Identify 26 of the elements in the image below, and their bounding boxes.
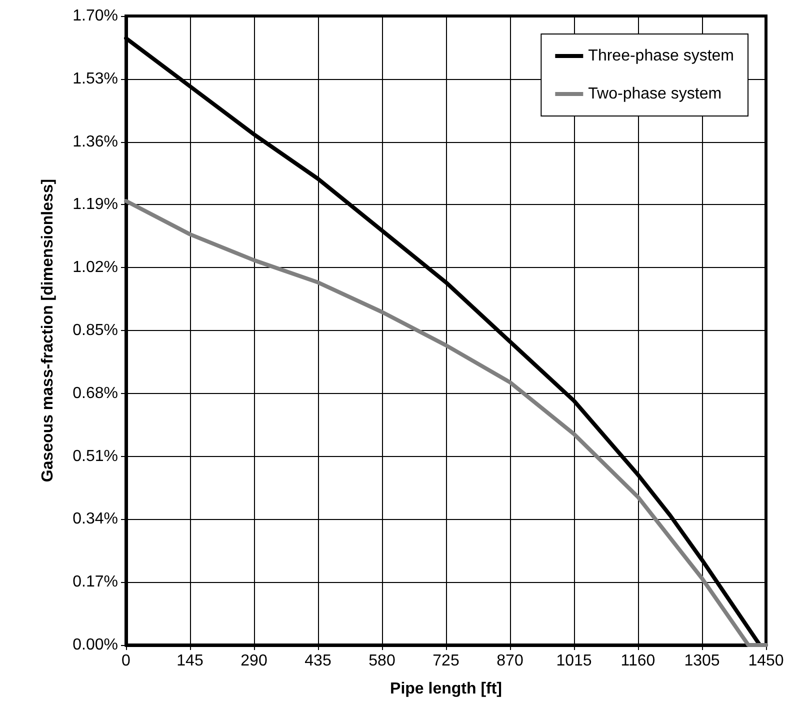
y-tick-label: 1.70% xyxy=(72,8,118,24)
x-tick-label: 0 xyxy=(122,652,131,670)
y-tick-label: 0.85% xyxy=(72,322,118,339)
y-tick-label: 0.51% xyxy=(72,448,118,465)
x-tick-label: 1305 xyxy=(684,652,720,670)
x-tick-label: 580 xyxy=(368,652,396,670)
x-tick-label: 1160 xyxy=(620,652,656,670)
x-tick-label: 1450 xyxy=(748,652,784,670)
x-tick-label: 1015 xyxy=(556,652,592,670)
legend-label: Two-phase system xyxy=(588,86,722,102)
y-axis-title: Gaseous mass-fraction [dimensionless] xyxy=(40,178,56,482)
x-tick-label: 870 xyxy=(496,652,524,670)
y-tick-label: 1.02% xyxy=(72,259,118,276)
x-tick-label: 435 xyxy=(304,652,332,670)
y-tick-label: 0.34% xyxy=(72,510,118,528)
y-tick-label: 1.53% xyxy=(72,70,118,88)
x-tick-label: 145 xyxy=(176,652,204,670)
x-tick-label: 725 xyxy=(432,652,460,670)
y-tick-label: 0.00% xyxy=(72,636,118,654)
y-tick-label: 0.68% xyxy=(72,384,118,402)
x-tick-label: 290 xyxy=(240,652,268,670)
legend-label: Three-phase system xyxy=(588,48,734,64)
y-tick-label: 1.36% xyxy=(72,133,118,150)
y-tick-label: 1.19% xyxy=(72,196,118,214)
y-tick-label: 0.17% xyxy=(72,574,118,591)
x-axis-title: Pipe length [ft] xyxy=(390,680,502,698)
